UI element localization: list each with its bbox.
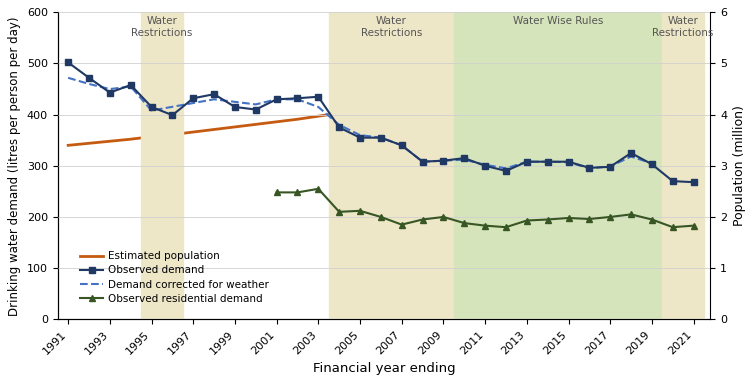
Bar [454,12,662,319]
Observed residential demand [355,208,364,213]
Observed demand [376,135,385,140]
Demand corrected for weather [585,166,594,171]
Demand corrected for weather [460,157,469,162]
Observed demand [397,143,406,147]
Observed demand [605,165,615,169]
Observed residential demand [564,216,573,220]
Observed demand [480,164,489,168]
Observed residential demand [293,190,302,195]
Observed residential demand [585,217,594,221]
Observed demand [627,151,636,155]
Demand corrected for weather [84,82,93,86]
Observed residential demand [668,225,677,229]
Observed demand [689,180,698,185]
Demand corrected for weather [397,143,406,147]
Observed demand [272,97,281,101]
Text: Water Wise Rules: Water Wise Rules [513,16,603,26]
Observed demand [210,92,219,97]
Observed residential demand [480,223,489,228]
Demand corrected for weather [251,102,260,107]
Demand corrected for weather [126,84,135,89]
Observed demand [648,162,657,167]
Observed demand [314,95,323,99]
Observed demand [84,75,93,80]
Observed demand [251,107,260,112]
Observed demand [126,83,135,87]
Observed residential demand [523,218,532,223]
Observed demand [293,96,302,101]
Bar [329,12,454,319]
Demand corrected for weather [543,159,552,164]
Observed demand [460,156,469,160]
Observed demand [564,159,573,164]
Demand corrected for weather [376,135,385,140]
Observed demand [63,60,72,65]
Observed demand [543,159,552,164]
Demand corrected for weather [335,123,344,127]
Demand corrected for weather [106,87,115,92]
Observed residential demand [627,212,636,217]
Line: Observed residential demand: Observed residential demand [274,186,697,230]
Demand corrected for weather [272,97,281,101]
Text: Water
Restrictions: Water Restrictions [360,16,422,38]
Observed demand [188,96,198,101]
X-axis label: Financial year ending: Financial year ending [313,362,455,375]
Observed residential demand [501,225,510,229]
Observed residential demand [314,187,323,191]
Demand corrected for weather [648,161,657,165]
Demand corrected for weather [501,166,510,171]
Legend: Estimated population, Observed demand, Demand corrected for weather, Observed re: Estimated population, Observed demand, D… [76,247,274,308]
Demand corrected for weather [439,159,448,163]
Demand corrected for weather [314,105,323,109]
Demand corrected for weather [480,162,489,167]
Observed demand [231,105,240,109]
Bar [662,12,704,319]
Observed demand [501,169,510,173]
Observed demand [523,159,532,164]
Y-axis label: Population (million): Population (million) [733,105,746,226]
Demand corrected for weather [605,164,615,169]
Observed residential demand [689,223,698,228]
Line: Demand corrected for weather: Demand corrected for weather [68,78,652,169]
Observed demand [335,125,344,130]
Demand corrected for weather [210,97,219,101]
Observed demand [439,159,448,163]
Observed residential demand [272,190,281,195]
Observed demand [147,105,156,109]
Observed residential demand [648,217,657,222]
Y-axis label: Drinking water demand (litres per person per day): Drinking water demand (litres per person… [8,16,21,316]
Observed residential demand [397,222,406,227]
Bar [141,12,182,319]
Demand corrected for weather [355,133,364,137]
Demand corrected for weather [418,159,427,164]
Text: Water
Restrictions: Water Restrictions [652,16,714,38]
Observed residential demand [418,217,427,222]
Line: Observed demand: Observed demand [66,60,697,185]
Observed residential demand [335,210,344,214]
Demand corrected for weather [293,97,302,101]
Observed demand [585,165,594,170]
Observed demand [106,90,115,95]
Demand corrected for weather [63,75,72,80]
Demand corrected for weather [564,160,573,165]
Observed residential demand [543,217,552,222]
Demand corrected for weather [627,154,636,159]
Demand corrected for weather [147,108,156,113]
Observed residential demand [460,221,469,225]
Observed demand [168,113,177,118]
Demand corrected for weather [231,100,240,104]
Observed demand [668,179,677,183]
Observed demand [418,159,427,164]
Observed residential demand [605,214,615,219]
Demand corrected for weather [523,159,532,164]
Observed residential demand [439,214,448,219]
Observed residential demand [376,214,385,219]
Text: Water
Restrictions: Water Restrictions [131,16,193,38]
Observed demand [355,135,364,140]
